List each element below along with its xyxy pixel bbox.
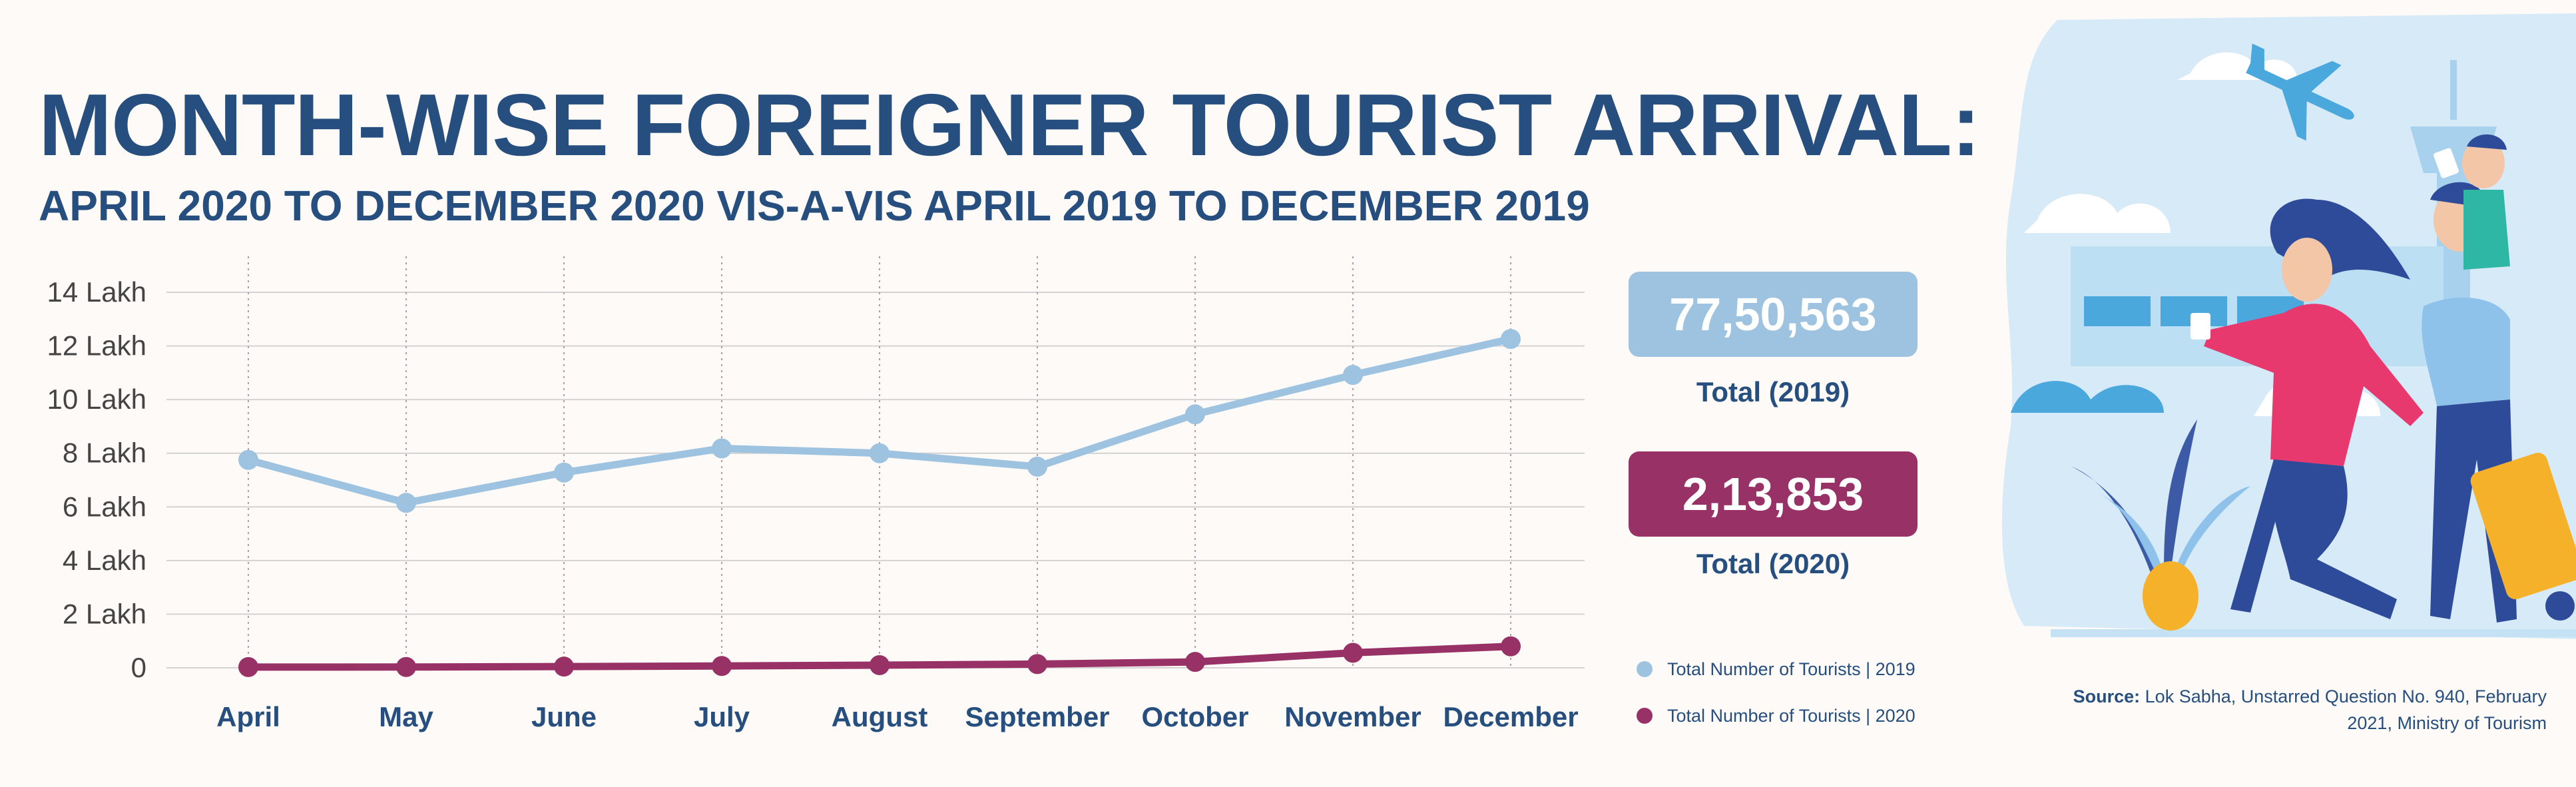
y-tick-label: 0 — [131, 652, 146, 683]
data-point — [1343, 365, 1363, 386]
bush-shape — [2011, 381, 2164, 413]
data-point — [712, 438, 732, 459]
data-point — [870, 655, 890, 676]
x-tick-label: September — [965, 701, 1109, 732]
data-point — [1501, 636, 1521, 656]
legend-label-2020: Total Number of Tourists | 2020 — [1667, 705, 1916, 726]
data-point — [1343, 643, 1363, 663]
data-point — [396, 493, 416, 513]
data-point — [238, 449, 258, 470]
y-tick-label: 6 Lakh — [63, 491, 146, 522]
y-tick-label: 10 Lakh — [47, 384, 146, 415]
source-prefix: Source: — [2073, 686, 2141, 706]
suitcase-icon — [2470, 452, 2576, 621]
airplane-icon — [2246, 43, 2354, 141]
total-2020-value: 2,13,853 — [1629, 451, 1918, 537]
data-point — [554, 462, 574, 483]
data-point — [712, 656, 732, 676]
ground-line — [2051, 629, 2576, 637]
x-tick-labels: April May June July August September October No… — [216, 701, 1578, 732]
data-point — [1027, 456, 1047, 477]
data-point — [1185, 652, 1205, 672]
travel-illustration — [2001, 13, 2576, 639]
man-with-child-figure — [2422, 134, 2517, 623]
data-point — [870, 443, 890, 463]
data-point — [396, 656, 416, 677]
y-tick-label: 2 Lakh — [63, 598, 146, 629]
page-title: MONTH-WISE FOREIGNER TOURIST ARRIVAL: — [39, 76, 1981, 174]
legend-label-2019: Total Number of Tourists | 2019 — [1667, 658, 1916, 679]
data-point — [1185, 404, 1205, 425]
x-tick-label: August — [832, 701, 928, 732]
data-point — [1501, 329, 1521, 350]
line-chart: 0 2 Lakh 4 Lakh 6 Lakh 8 Lakh 10 Lakh 12 Lakh 1… — [47, 256, 1585, 732]
y-tick-label: 14 Lakh — [47, 276, 146, 308]
x-tick-label: December — [1443, 701, 1578, 732]
y-tick-labels: 0 2 Lakh 4 Lakh 6 Lakh 8 Lakh 10 Lakh 12 Lakh 1… — [47, 276, 146, 683]
y-tick-label: 8 Lakh — [63, 437, 146, 469]
x-tick-label: May — [379, 701, 433, 732]
legend-item-2020: Total Number of Tourists | 2020 — [1637, 702, 1916, 729]
x-tick-label: July — [694, 701, 750, 732]
x-tick-label: April — [216, 701, 280, 732]
x-tick-label: November — [1284, 701, 1421, 732]
y-tick-label: 4 Lakh — [63, 545, 146, 576]
series-layer — [238, 329, 1521, 677]
x-tick-label: June — [531, 701, 597, 732]
cloud-shape — [2024, 194, 2171, 233]
source-text: Lok Sabha, Unstarred Question No. 940, F… — [2145, 686, 2547, 733]
data-point — [238, 656, 258, 677]
y-tick-label: 12 Lakh — [47, 330, 146, 362]
legend-marker-2020 — [1637, 708, 1653, 724]
page-subtitle: APRIL 2020 TO DECEMBER 2020 VIS-A-VIS AP… — [39, 182, 1590, 230]
x-tick-label: October — [1141, 701, 1248, 732]
plant-icon — [2071, 419, 2250, 631]
legend-item-2019: Total Number of Tourists | 2019 — [1637, 656, 1916, 682]
data-point — [1027, 654, 1047, 674]
total-2020-label: Total (2020) — [1696, 548, 1850, 579]
legend-marker-2019 — [1637, 661, 1653, 677]
woman-figure — [2190, 198, 2424, 619]
total-2019-value: 77,50,563 — [1629, 272, 1918, 357]
source-note: Source: Lok Sabha, Unstarred Question No… — [2041, 683, 2547, 736]
total-2019-label: Total (2019) — [1696, 376, 1850, 407]
data-point — [554, 656, 574, 677]
